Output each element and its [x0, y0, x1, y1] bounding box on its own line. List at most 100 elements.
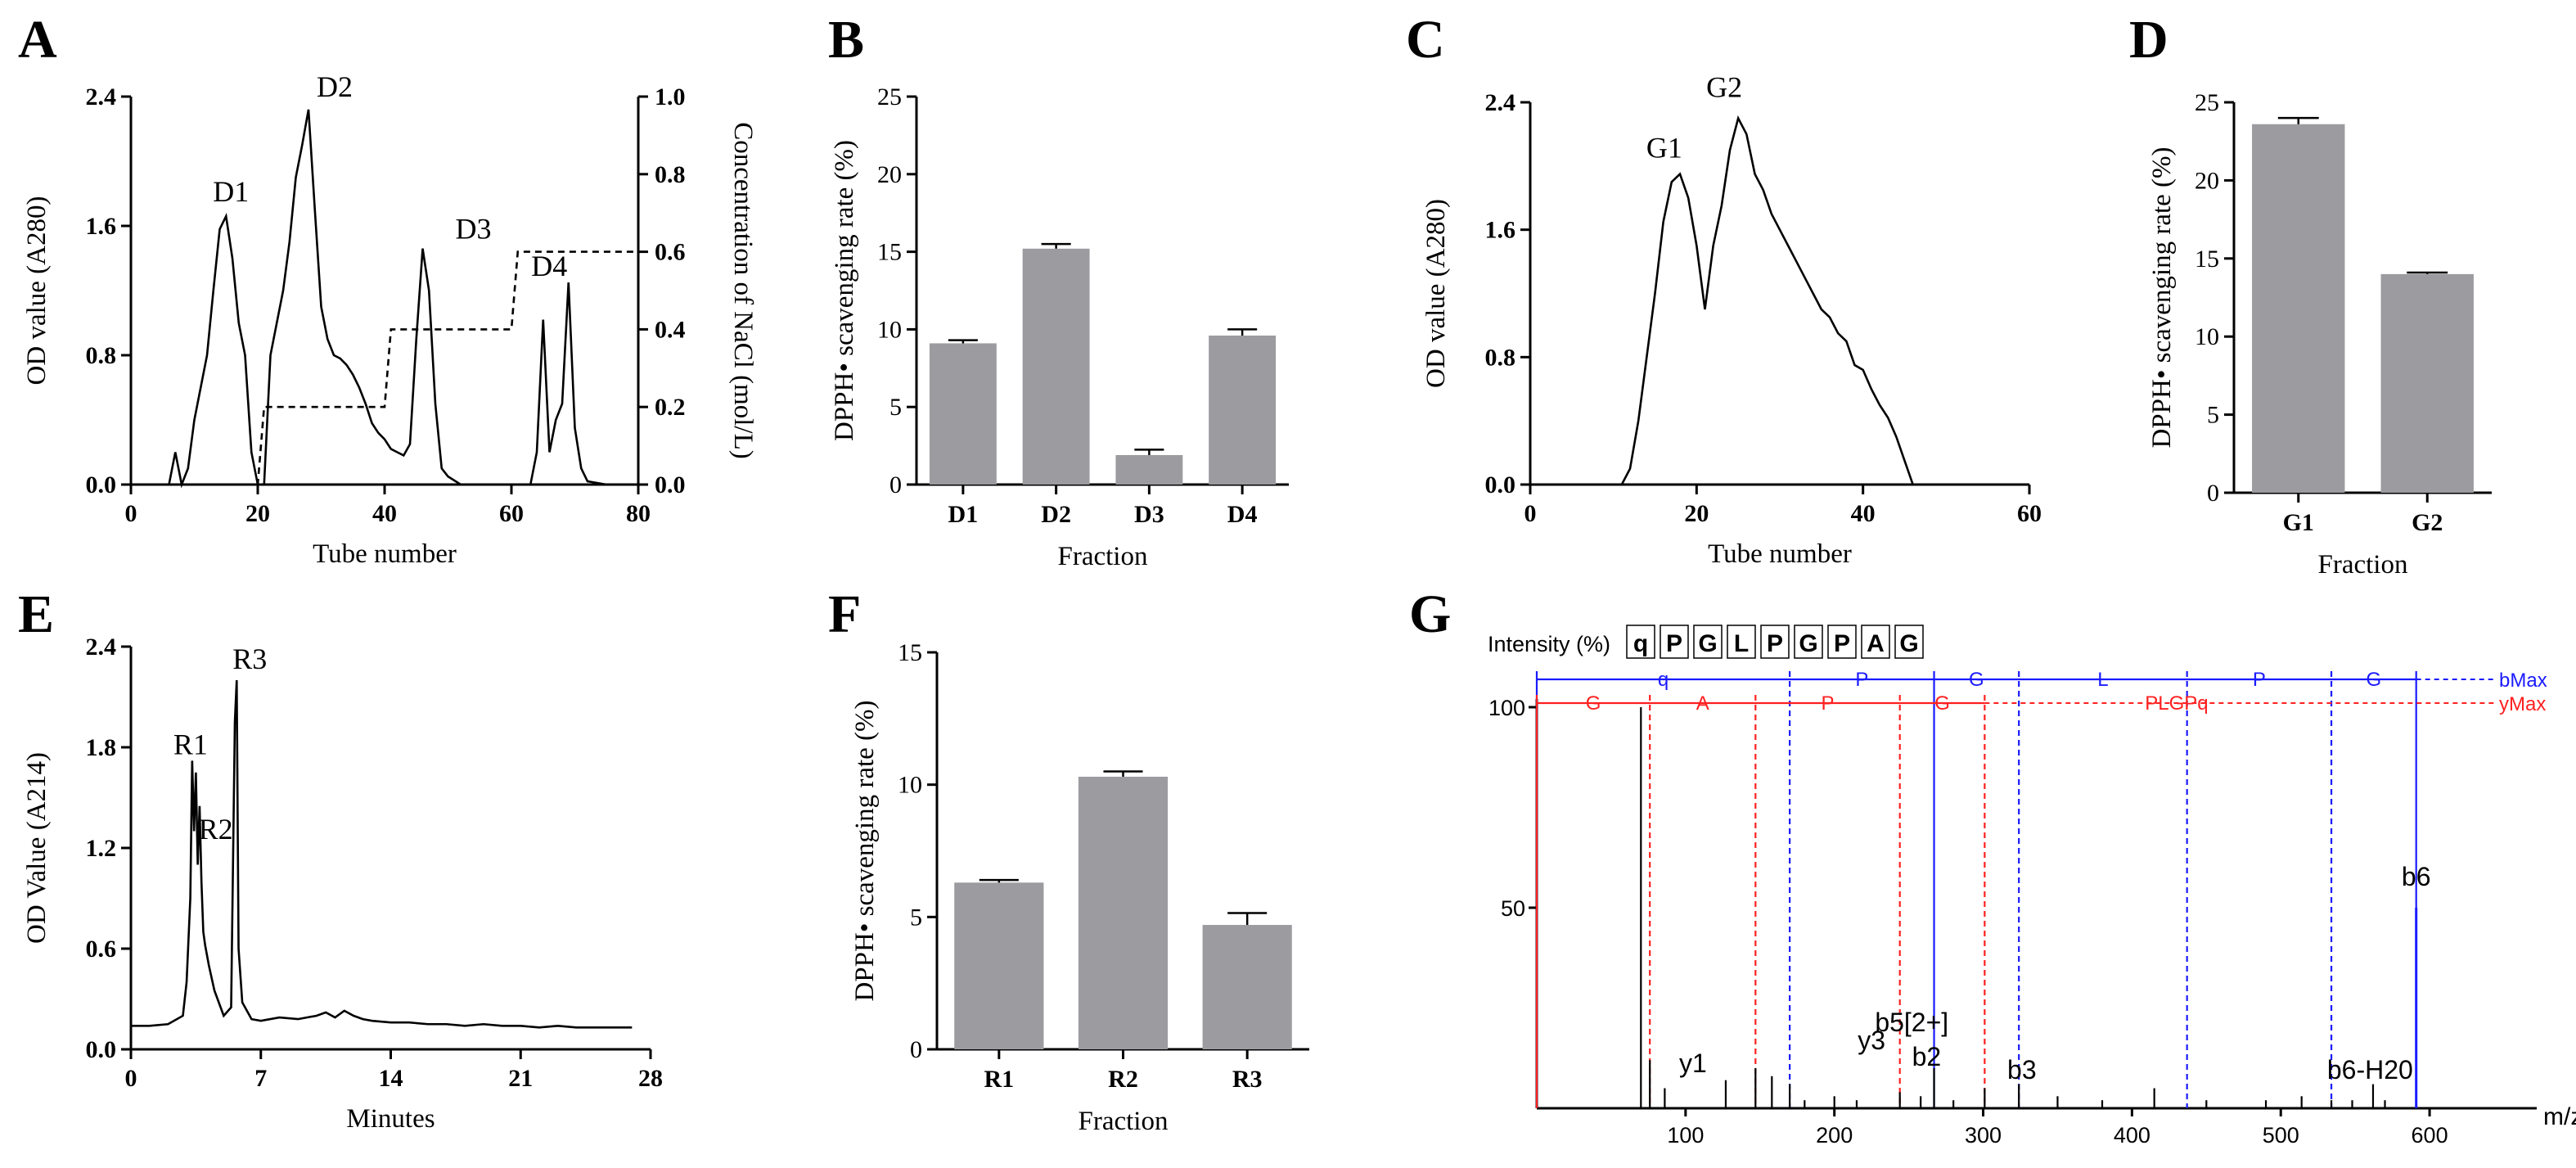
- x-tick-label: 7: [254, 1065, 267, 1092]
- bar: [1202, 925, 1292, 1049]
- panel-f: F 0 5 10 15 R1 R2 R3 Fraction DPPH• scavenging r…: [828, 584, 1309, 1136]
- b-ion-residue: P: [2253, 669, 2266, 691]
- x-tick-label: 28: [638, 1065, 663, 1092]
- panel-label: E: [18, 584, 54, 644]
- x-tick-label: R1: [984, 1066, 1014, 1093]
- x-tick-label: 0: [1524, 500, 1537, 527]
- x-tick-label: 40: [372, 500, 397, 527]
- b-ion-residue: G: [2367, 669, 2382, 691]
- x-tick-label: 300: [1965, 1123, 2002, 1148]
- sequence-residue: A: [1867, 630, 1885, 657]
- y-ion-residue: G: [1934, 692, 1950, 715]
- y-tick-label: 2.4: [1485, 89, 1516, 116]
- y-ion-residue: A: [1696, 692, 1709, 715]
- sequence-residue: G: [1799, 630, 1817, 657]
- sequence-residue-box: [1660, 625, 1689, 659]
- y-tick-label: 0.8: [1485, 344, 1516, 371]
- chart-f: 0 5 10 15 R1 R2 R3 Fraction DPPH• scavenging rat…: [850, 639, 1309, 1136]
- sequence-residue-box: [1894, 625, 1924, 659]
- y-tick-label: 10: [877, 316, 902, 343]
- y-tick-label: 1.6: [86, 213, 117, 240]
- bar: [929, 343, 997, 485]
- fragment-label: b3: [2007, 1055, 2037, 1085]
- panel-label: C: [1406, 10, 1445, 70]
- sequence-residue: G: [1899, 630, 1918, 657]
- y-tick-label: 5: [2207, 402, 2219, 429]
- peak-label: R3: [232, 643, 267, 675]
- y-axis-title: OD value (A280): [1421, 199, 1451, 388]
- x-tick-label: 100: [1667, 1123, 1704, 1148]
- x-axis-title: Tube number: [313, 539, 457, 569]
- y-tick-label: 2.4: [86, 634, 117, 661]
- peak-label: G2: [1706, 70, 1742, 103]
- fragment-label: b6: [2402, 862, 2431, 891]
- panel-b: B 0 5 10 15 20 25 D1 D2 D3 D4 Fraction DPPH• scaven…: [828, 10, 1289, 571]
- y-tick-label: 50: [1501, 896, 1525, 921]
- sequence-residue-box: [1626, 625, 1655, 659]
- sequence-residue-box: [1693, 625, 1723, 659]
- sequence-residue-box: [1727, 625, 1756, 659]
- b-ion-residue: L: [2097, 669, 2108, 691]
- x-tick-label: G1: [2283, 509, 2314, 536]
- fragment-label: y1: [1679, 1048, 1707, 1078]
- y2-axis-title: Concentration of NaCl (mol/L): [728, 122, 758, 459]
- y-tick-label: 0: [910, 1036, 922, 1063]
- sequence-residue-box: [1760, 625, 1790, 659]
- x-axis-title: Tube number: [1708, 539, 1852, 569]
- x-tick-label: D4: [1227, 501, 1258, 528]
- y-tick-label: 5: [889, 394, 902, 421]
- peak-label: D3: [456, 213, 492, 246]
- panel-label: F: [828, 584, 861, 644]
- x-tick-label: R2: [1108, 1066, 1138, 1093]
- panel-label: D: [2129, 10, 2168, 70]
- bar: [1209, 335, 1277, 485]
- y-tick-label: 1.8: [86, 734, 117, 761]
- y-tick-label: 0.0: [1485, 471, 1516, 498]
- series-line-nacl: [131, 250, 638, 486]
- peak-label: R1: [173, 728, 208, 760]
- sequence-residue: L: [1734, 630, 1749, 657]
- x-tick-label: 600: [2412, 1123, 2448, 1148]
- y-axis-title: DPPH• scavenging rate (%): [830, 140, 859, 441]
- y-tick-label: 2.4: [86, 83, 117, 110]
- peak-label: D4: [531, 250, 567, 282]
- x-tick-label: 60: [2017, 500, 2042, 527]
- chart-a: 0 20 40 60 800.00.81.62.40.00.20.40.60.81.0C…: [22, 70, 758, 569]
- x-axis-title: Fraction: [2318, 550, 2408, 579]
- y-tick-label: 20: [2195, 167, 2219, 194]
- x-tick-label: 20: [245, 500, 270, 527]
- sequence-residue: q: [1633, 630, 1648, 657]
- x-axis-title: Minutes: [346, 1104, 435, 1134]
- panel-c: C 0 20 40 60 0.0 0.8 1.6 2.4 Tube number OD value…: [1406, 10, 2042, 569]
- y-tick-label: 25: [877, 83, 902, 110]
- bar: [1022, 248, 1090, 485]
- panel-a: A 0 20 40 60 800.00.81.62.40.00.20.40.60.81.…: [18, 10, 758, 569]
- peak-label: R2: [199, 813, 233, 846]
- y2-tick-label: 0.6: [655, 239, 686, 266]
- y2-tick-label: 1.0: [655, 83, 686, 110]
- x-axis-title: Fraction: [1058, 542, 1148, 571]
- panel-label: G: [1409, 584, 1451, 644]
- panel-e: E 0 7 14 21 28 0.0 0.6 1.2 1.8 2.4 Minutes OD Value…: [18, 584, 663, 1134]
- y-tick-label: 1.6: [1485, 217, 1516, 244]
- x-tick-label: 21: [508, 1065, 533, 1092]
- b-ion-residue: P: [1855, 669, 1868, 691]
- x-tick-label: D2: [1041, 501, 1071, 528]
- y2-tick-label: 0.2: [655, 394, 686, 421]
- peak-label: G1: [1646, 132, 1682, 165]
- x-tick-label: 80: [626, 500, 651, 527]
- x-tick-label: 60: [499, 500, 524, 527]
- x-tick-label: 500: [2263, 1123, 2299, 1148]
- x-tick-label: 400: [2114, 1123, 2150, 1148]
- series-line-od: [1620, 115, 1914, 485]
- y-tick-label: 0.0: [86, 1036, 117, 1063]
- y-tick-label: 15: [2195, 246, 2219, 273]
- peak-label: D1: [213, 175, 249, 208]
- bar: [1115, 454, 1183, 485]
- sequence-residue-box: [1827, 625, 1857, 659]
- series-line-od: [131, 109, 638, 489]
- y-tick-label: 15: [898, 639, 922, 666]
- sequence-residue-box: [1794, 625, 1823, 659]
